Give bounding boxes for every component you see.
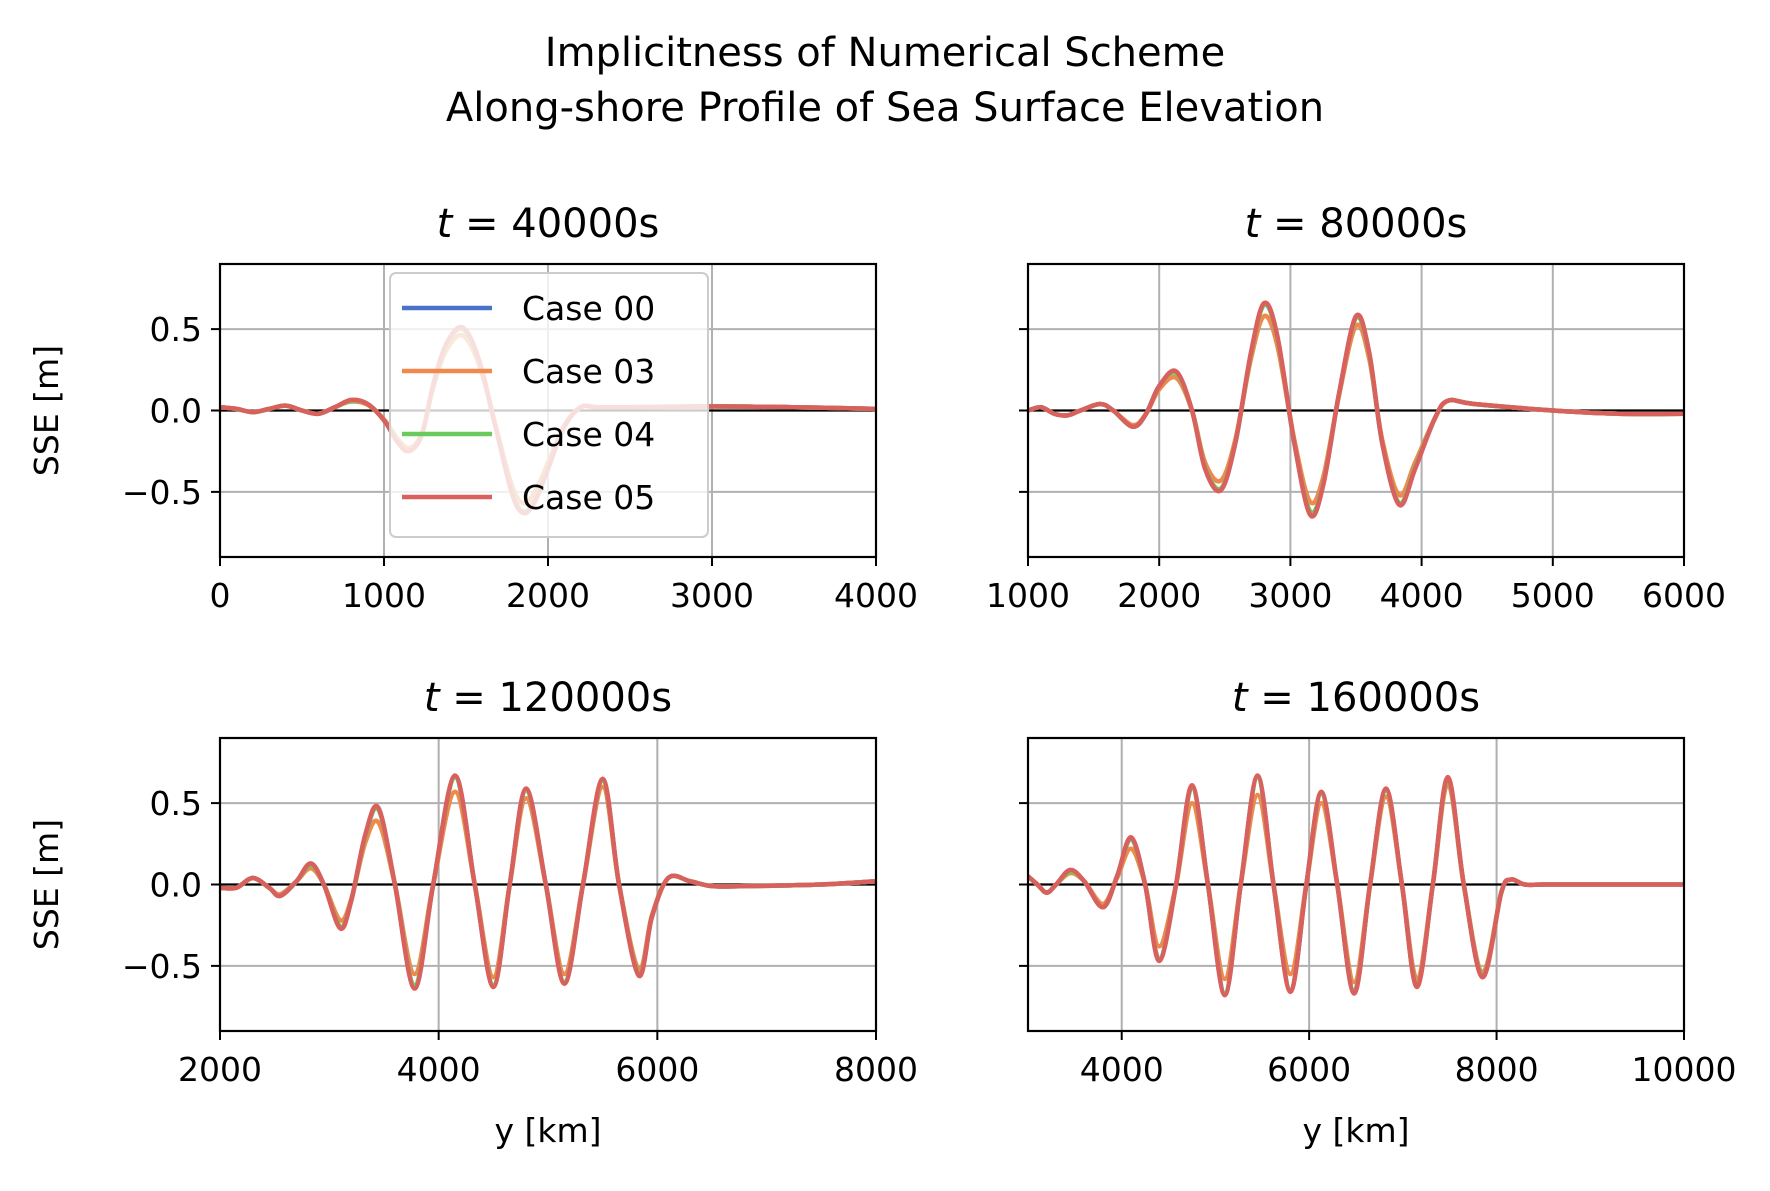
panel-title: t = 40000s	[437, 201, 660, 247]
figure-title-line1: Implicitness of Numerical Scheme	[545, 30, 1225, 76]
legend-label: Case 05	[522, 478, 655, 517]
x-tick-label: 3000	[1248, 576, 1332, 615]
panel-title-value: 160000	[1307, 675, 1460, 721]
y-tick-label: 0.0	[150, 866, 202, 905]
x-tick-label: 2000	[1117, 576, 1201, 615]
panel-title-value: 80000	[1319, 201, 1446, 247]
x-tick-label: 8000	[1455, 1050, 1539, 1089]
x-tick-label: 4000	[834, 576, 918, 615]
panel-bottom-left: t = 120000s 2000 4000 6000 8000 0.5 0.0 −0.5 SSE…	[27, 675, 918, 1150]
x-tick-label: 3000	[670, 576, 754, 615]
panel-title-prefix: t =	[437, 201, 512, 247]
y-axis-label: SSE [m]	[27, 819, 66, 950]
panel-bottom-right: t = 160000s 4000 6000 8000 10000 y [km]	[1019, 675, 1736, 1150]
legend-label: Case 00	[522, 289, 655, 328]
panel-top-right: t = 80000s 1000 2000 3000 4000 5000 6000	[986, 201, 1726, 615]
x-tick-label: 1000	[342, 576, 426, 615]
x-tick-label: 2000	[506, 576, 590, 615]
series-line-case-04	[220, 774, 876, 988]
series-line-case-04	[1028, 302, 1684, 516]
x-tick-label: 8000	[834, 1050, 918, 1089]
x-tick-label: 5000	[1511, 576, 1595, 615]
y-tick-label: −0.5	[122, 473, 202, 512]
legend-label: Case 04	[522, 415, 655, 454]
series-line-case-00	[1028, 302, 1684, 516]
panel-title-unit: s	[1459, 675, 1480, 721]
series-line-case-05	[220, 773, 876, 991]
series-line-case-05	[1028, 773, 1684, 998]
series-line-case-05	[1028, 300, 1684, 519]
x-tick-label: 6000	[1267, 1050, 1351, 1089]
y-tick-label: 0.5	[150, 310, 202, 349]
x-tick-label: 1000	[986, 576, 1070, 615]
series-line-case-00	[220, 774, 876, 988]
y-tick-label: 0.5	[150, 784, 202, 823]
panel-title-prefix: t =	[424, 675, 499, 721]
y-tick-label: −0.5	[122, 947, 202, 986]
legend-box	[389, 272, 709, 538]
x-axis-label: y [km]	[1302, 1111, 1409, 1150]
x-axis-label: y [km]	[494, 1111, 601, 1150]
figure-title-line2: Along-shore Profile of Sea Surface Eleva…	[446, 85, 1324, 131]
x-tick-label: 4000	[397, 1050, 481, 1089]
x-tick-label: 6000	[1642, 576, 1726, 615]
x-tick-label: 10000	[1632, 1050, 1737, 1089]
panel-title-unit: s	[1447, 201, 1468, 247]
panel-title: t = 160000s	[1232, 675, 1480, 721]
panel-title-value: 120000	[499, 675, 652, 721]
panel-title-prefix: t =	[1232, 675, 1307, 721]
x-tick-label: 0	[210, 576, 231, 615]
x-tick-label: 4000	[1380, 576, 1464, 615]
panel-title: t = 80000s	[1245, 201, 1468, 247]
x-tick-label: 6000	[615, 1050, 699, 1089]
panel-title-unit: s	[651, 675, 672, 721]
x-tick-label: 4000	[1080, 1050, 1164, 1089]
x-tick-label: 2000	[178, 1050, 262, 1089]
y-axis-label: SSE [m]	[27, 345, 66, 476]
legend: Case 00 Case 03 Case 04 Case 05	[389, 272, 709, 538]
series-line-case-03	[220, 784, 876, 980]
y-tick-label: 0.0	[150, 392, 202, 431]
legend-label: Case 03	[522, 352, 655, 391]
panel-title-prefix: t =	[1245, 201, 1320, 247]
panel-title-value: 40000	[511, 201, 638, 247]
panel-title: t = 120000s	[424, 675, 672, 721]
panel-title-unit: s	[639, 201, 660, 247]
